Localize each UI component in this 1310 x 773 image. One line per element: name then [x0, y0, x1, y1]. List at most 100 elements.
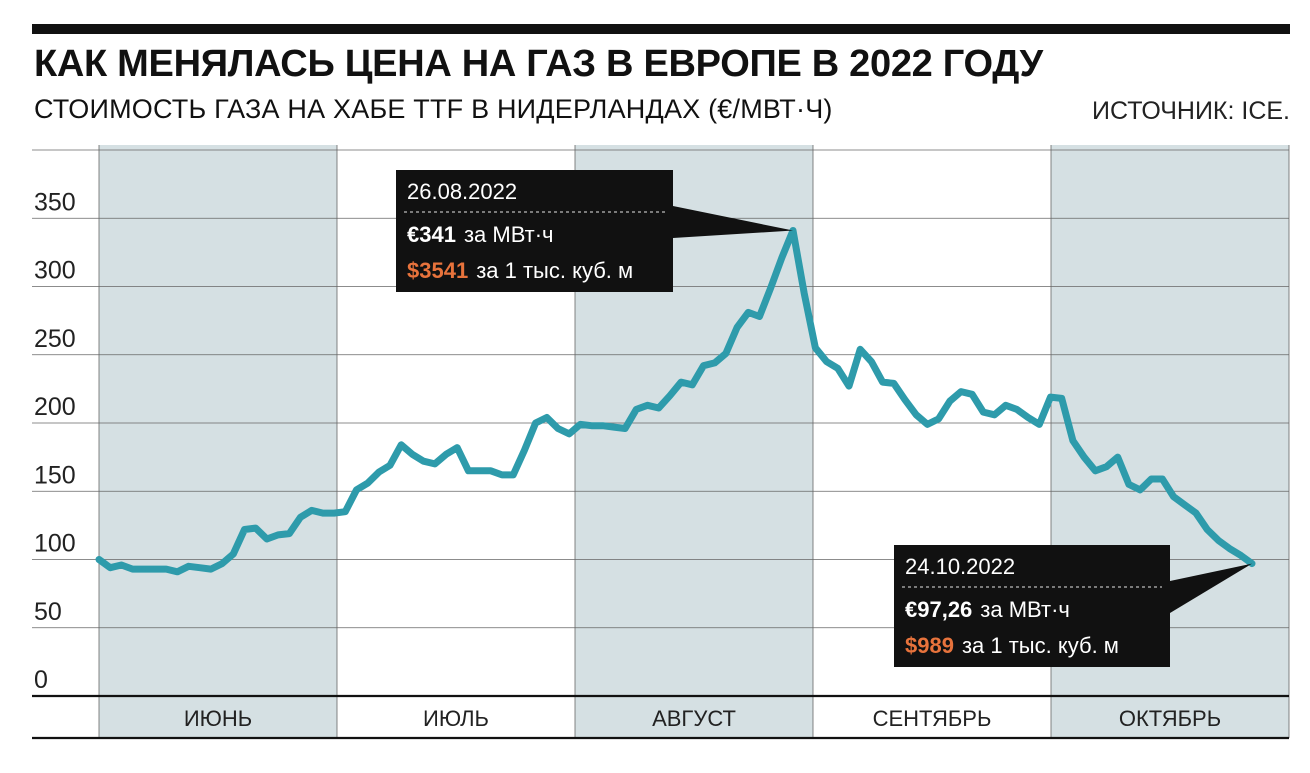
data-point — [421, 459, 426, 464]
data-point — [634, 407, 639, 412]
data-point — [992, 412, 997, 417]
data-point — [667, 393, 672, 398]
y-tick-label: 350 — [34, 188, 76, 216]
data-point — [1149, 476, 1154, 481]
data-point — [488, 468, 493, 473]
data-point — [1171, 494, 1176, 499]
data-point — [589, 423, 594, 428]
data-point — [847, 384, 852, 389]
callout-usd-value: $989 — [905, 633, 954, 658]
callout-usd-price: $989 за 1 тыс. куб. м — [905, 633, 1119, 658]
month-label: СЕНТЯБРЬ — [873, 706, 992, 731]
month-label: ИЮЛЬ — [423, 706, 489, 731]
data-point — [511, 472, 516, 477]
data-point — [208, 567, 213, 572]
data-point — [1059, 396, 1064, 401]
data-point — [164, 567, 169, 572]
data-point — [880, 380, 885, 385]
data-point — [1014, 407, 1019, 412]
data-point — [309, 508, 314, 513]
data-point — [410, 452, 415, 457]
data-point — [399, 442, 404, 447]
data-point — [1238, 553, 1243, 558]
callout-eur-price: €97,26 за МВт·ч — [905, 597, 1070, 622]
data-point — [679, 380, 684, 385]
callout-date: 26.08.2022 — [407, 179, 517, 204]
data-point — [388, 463, 393, 468]
data-point — [343, 509, 348, 514]
data-point — [1070, 438, 1075, 443]
y-tick-label: 300 — [34, 257, 76, 285]
data-point — [455, 445, 460, 450]
callout-usd-value: $3541 — [407, 258, 468, 283]
data-point — [757, 314, 762, 319]
data-point — [1048, 395, 1053, 400]
data-point — [701, 363, 706, 368]
data-point — [802, 291, 807, 296]
top-rule — [32, 24, 1290, 34]
data-point — [947, 399, 952, 404]
y-tick-label: 200 — [34, 393, 76, 421]
data-point — [1182, 502, 1187, 507]
data-point — [1037, 422, 1042, 427]
callout-eur-unit: за МВт·ч — [464, 222, 554, 247]
data-point — [858, 347, 863, 352]
data-point — [656, 405, 661, 410]
callout-eur-value: €97,26 — [905, 597, 972, 622]
chart-title: КАК МЕНЯЛАСЬ ЦЕНА НА ГАЗ В ЕВРОПЕ В 2022… — [34, 43, 1043, 85]
data-point — [152, 567, 157, 572]
data-point — [1104, 464, 1109, 469]
data-point — [1194, 511, 1199, 516]
data-point — [555, 426, 560, 431]
data-point — [578, 422, 583, 427]
data-point — [981, 410, 986, 415]
callout-layer: 26.08.2022 €341 за МВт·ч $3541 за 1 тыс. куб… — [396, 170, 1252, 667]
data-point — [611, 425, 616, 430]
callout-pointer — [673, 206, 794, 238]
data-point — [600, 423, 605, 428]
data-point — [197, 565, 202, 570]
data-point — [623, 426, 628, 431]
callout-usd-price: $3541 за 1 тыс. куб. м — [407, 258, 633, 283]
callout-1: 26.08.2022 €341 за МВт·ч $3541 за 1 тыс. куб… — [396, 170, 794, 292]
data-point — [119, 562, 124, 567]
month-label: ОКТЯБРЬ — [1119, 706, 1221, 731]
data-point — [1026, 415, 1031, 420]
callout-box — [894, 545, 1170, 667]
month-label: ИЮНЬ — [184, 706, 252, 731]
data-point — [645, 403, 650, 408]
data-point — [141, 567, 146, 572]
data-point — [925, 422, 930, 427]
data-point — [869, 359, 874, 364]
data-point — [533, 421, 538, 425]
data-point — [1227, 546, 1232, 551]
callout-usd-unit: за 1 тыс. куб. м — [962, 633, 1119, 658]
data-point — [97, 557, 101, 562]
data-point — [287, 531, 292, 536]
data-point — [768, 285, 773, 290]
data-point — [253, 526, 258, 531]
data-point — [1082, 455, 1087, 460]
data-point — [231, 552, 236, 557]
callout-box — [396, 170, 673, 292]
data-point — [1205, 527, 1210, 532]
data-point — [567, 431, 572, 436]
callout-pointer — [1170, 563, 1252, 613]
data-point — [264, 537, 269, 542]
data-point — [1216, 538, 1221, 543]
data-point — [365, 481, 370, 486]
data-point — [354, 487, 359, 492]
data-point — [466, 468, 471, 473]
data-point — [444, 452, 449, 457]
data-point — [746, 310, 751, 315]
series-line-layer — [95, 227, 1256, 576]
data-point — [522, 448, 527, 453]
axis-layer: ИЮНЬ ИЮЛЬ АВГУСТ СЕНТЯБРЬ ОКТЯБРЬ 0 50 100 150 20… — [32, 188, 1289, 740]
data-point — [477, 468, 482, 473]
data-point — [970, 392, 975, 397]
data-point — [220, 561, 225, 566]
data-point — [108, 565, 113, 570]
data-point — [1003, 403, 1008, 408]
data-point — [1115, 455, 1120, 460]
